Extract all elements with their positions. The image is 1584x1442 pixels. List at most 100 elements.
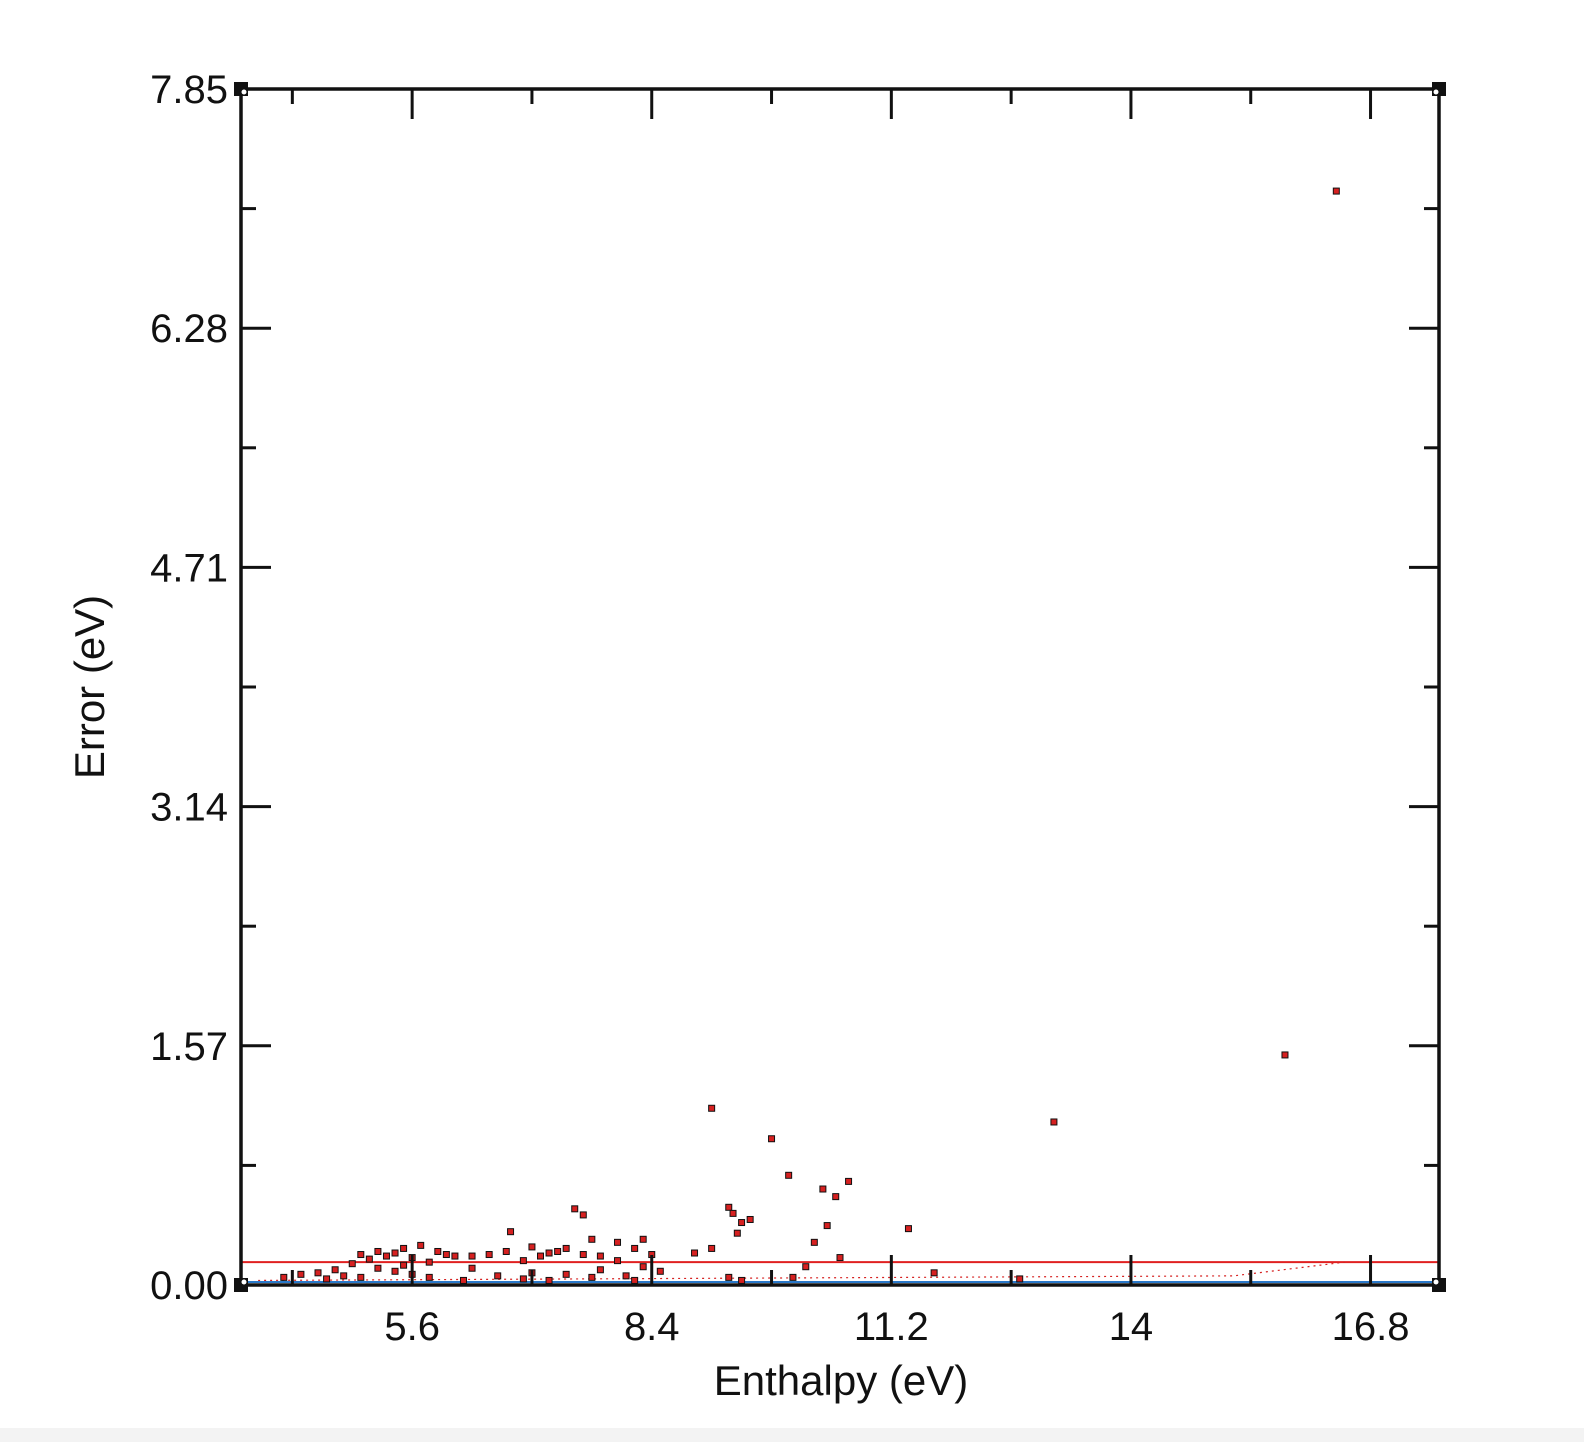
data-point <box>631 1244 639 1252</box>
data-point <box>1016 1275 1024 1283</box>
y-tick-label: 6.28 <box>150 307 228 351</box>
data-point <box>519 1257 527 1265</box>
data-point <box>357 1251 365 1259</box>
data-point <box>1332 187 1340 195</box>
data-point <box>639 1235 647 1243</box>
data-point <box>459 1276 467 1284</box>
data-point <box>562 1270 570 1278</box>
data-point <box>819 1185 827 1193</box>
corner-handle-dot <box>1433 89 1439 95</box>
data-point <box>314 1269 322 1277</box>
corner-handle <box>1432 82 1446 96</box>
data-point <box>442 1251 450 1259</box>
data-point <box>507 1228 515 1236</box>
data-point <box>832 1193 840 1201</box>
data-point <box>639 1263 647 1271</box>
data-point <box>789 1273 797 1281</box>
data-point <box>845 1177 853 1185</box>
data-point <box>691 1249 699 1257</box>
data-point <box>400 1244 408 1252</box>
data-point <box>738 1276 746 1284</box>
data-point <box>708 1244 716 1252</box>
data-point <box>485 1251 493 1259</box>
x-tick-label: 16.8 <box>1332 1305 1410 1349</box>
x-tick-label: 5.6 <box>384 1305 440 1349</box>
data-point <box>519 1275 527 1283</box>
corner-handle <box>234 1278 248 1292</box>
data-point <box>622 1272 630 1280</box>
data-point <box>785 1171 793 1179</box>
data-point <box>614 1238 622 1246</box>
corner-handle <box>1432 1278 1446 1292</box>
data-point <box>537 1252 544 1260</box>
data-point <box>596 1266 604 1274</box>
data-point <box>562 1244 570 1252</box>
x-tick-label: 8.4 <box>624 1305 680 1349</box>
data-point <box>588 1273 596 1281</box>
data-point <box>323 1275 331 1283</box>
data-point <box>434 1247 442 1255</box>
y-axis-title: Error (eV) <box>66 595 113 779</box>
data-point <box>1050 1118 1058 1126</box>
data-point <box>571 1205 579 1213</box>
data-point <box>746 1215 754 1223</box>
data-point <box>596 1252 604 1260</box>
data-point <box>656 1267 664 1275</box>
data-point <box>904 1225 912 1233</box>
y-tick-label: 0.00 <box>150 1264 228 1308</box>
data-point <box>391 1267 399 1275</box>
data-point <box>823 1222 831 1230</box>
data-point <box>417 1241 425 1249</box>
data-point <box>733 1229 741 1237</box>
data-point <box>374 1264 382 1272</box>
data-point <box>1281 1051 1289 1059</box>
y-tick-label: 7.85 <box>150 68 228 112</box>
data-point <box>331 1266 339 1274</box>
data-point <box>400 1261 408 1269</box>
y-tick-label: 1.57 <box>150 1025 228 1069</box>
data-point <box>579 1251 587 1259</box>
corner-handle-dot <box>241 1279 247 1285</box>
corner-handle-dot <box>1433 1279 1439 1285</box>
data-point <box>528 1243 536 1251</box>
data-point <box>280 1273 288 1281</box>
data-point <box>614 1257 622 1265</box>
data-point <box>930 1269 938 1277</box>
data-point <box>451 1252 459 1260</box>
data-point <box>810 1238 818 1246</box>
x-axis-title: Enthalpy (eV) <box>714 1357 968 1404</box>
data-point <box>382 1252 390 1260</box>
data-point <box>768 1135 776 1143</box>
data-point <box>425 1258 433 1266</box>
data-point <box>340 1272 348 1280</box>
dotted-reference-line <box>258 1261 1345 1282</box>
data-point <box>297 1270 305 1278</box>
tick-label-layer: 5.6 8.4 11.2 14 16.8 0.00 1.57 3.14 4.71 6.28 7.85 <box>150 68 1409 1349</box>
corner-handle-dot <box>241 89 247 95</box>
data-point <box>836 1254 844 1262</box>
data-point <box>545 1249 553 1257</box>
data-point <box>725 1203 733 1211</box>
data-point <box>357 1273 365 1281</box>
data-point <box>365 1255 373 1263</box>
data-point <box>738 1219 746 1227</box>
x-tick-label: 11.2 <box>854 1305 929 1349</box>
bottom-strip <box>0 1428 1584 1442</box>
data-point <box>545 1276 553 1284</box>
data-point <box>502 1247 510 1255</box>
data-point <box>468 1252 476 1260</box>
data-point <box>468 1264 476 1272</box>
data-point <box>348 1260 356 1268</box>
corner-markers <box>234 82 1446 1292</box>
data-point <box>725 1273 733 1281</box>
data-point <box>425 1273 433 1281</box>
data-point <box>554 1247 562 1255</box>
y-tick-label: 4.71 <box>150 546 228 590</box>
data-point <box>729 1209 737 1217</box>
tick-layer <box>241 87 1439 1287</box>
data-point <box>494 1272 502 1280</box>
y-tick-label: 3.14 <box>150 786 228 830</box>
data-point <box>391 1249 399 1257</box>
